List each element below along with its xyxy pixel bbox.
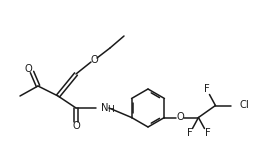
Text: O: O: [72, 121, 80, 131]
Text: F: F: [204, 85, 209, 94]
Text: F: F: [205, 128, 210, 139]
Text: O: O: [177, 112, 184, 122]
Text: F: F: [187, 128, 192, 139]
Text: N: N: [101, 103, 109, 113]
Text: Cl: Cl: [239, 100, 249, 110]
Text: O: O: [90, 55, 98, 65]
Text: H: H: [107, 104, 114, 113]
Text: O: O: [24, 64, 32, 74]
